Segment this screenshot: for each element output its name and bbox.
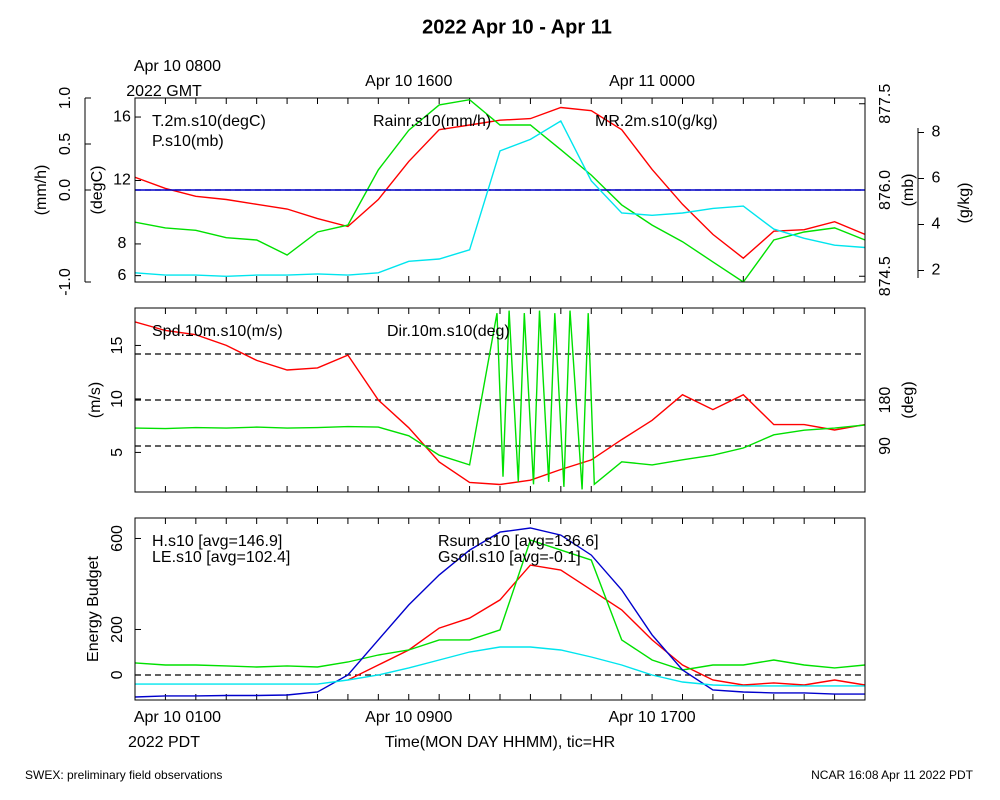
y-tick-label: 15 [109, 336, 126, 354]
top-time-label: Apr 11 0000 [609, 73, 695, 90]
panel-frame [134, 517, 866, 701]
y-tick-label: 8 [932, 124, 941, 141]
legend-label: P.s10(mb) [152, 133, 224, 150]
series-group [135, 98, 865, 282]
data-line [347, 564, 865, 686]
y-tick-label: 6 [932, 170, 941, 187]
legend-label: Gsoil.s10 [avg=-0.1] [438, 549, 581, 566]
data-line [135, 527, 865, 698]
y-tick-label: 1.0 [57, 87, 74, 109]
series-group [135, 310, 865, 490]
y-tick-label: 600 [109, 525, 126, 552]
y-tick-label: 8 [118, 235, 127, 252]
x-tick-label: Apr 10 0100 [134, 709, 221, 726]
y-axis-title: (m/s) [87, 382, 104, 418]
data-line [135, 321, 865, 486]
y-tick-label: 874.5 [877, 256, 894, 296]
y-tick-label: 876.0 [877, 170, 894, 210]
y-tick-label: 2 [932, 262, 941, 279]
x-axis-title: Time(MON DAY HHMM), tic=HR [385, 734, 615, 751]
data-line [135, 98, 865, 282]
y-tick-label: 5 [109, 448, 126, 457]
panel-frame [134, 307, 866, 493]
y-tick-label: 12 [113, 172, 131, 189]
y-tick-label: 877.5 [877, 84, 894, 124]
legend-label: H.s10 [avg=146.9] [152, 533, 282, 550]
legend-label: Rsum.s10 [avg=136.6] [438, 533, 599, 550]
footer-left: SWEX: preliminary field observations [25, 768, 222, 782]
data-line [135, 646, 865, 687]
legend-label: T.2m.s10(degC) [152, 113, 266, 130]
data-line [135, 310, 865, 490]
y-tick-label: 16 [113, 108, 131, 125]
legend-label: Spd.10m.s10(m/s) [152, 323, 283, 340]
y-axis-title: (deg) [900, 381, 917, 418]
legend-label: Dir.10m.s10(deg) [387, 323, 510, 340]
legend-label: LE.s10 [avg=102.4] [152, 549, 290, 566]
x-tick-label: Apr 10 0900 [365, 709, 452, 726]
chart-title: 2022 Apr 10 - Apr 11 [422, 16, 612, 38]
data-line [135, 106, 865, 260]
y-tick-label: 200 [109, 616, 126, 643]
series-group [135, 527, 865, 698]
bottom-year-label: 2022 PDT [128, 734, 200, 751]
data-line [135, 539, 865, 671]
y-axis-title: Energy Budget [85, 556, 102, 662]
data-line [135, 120, 865, 278]
y-tick-label: 0 [109, 670, 126, 679]
footer-right: NCAR 16:08 Apr 11 2022 PDT [811, 768, 974, 782]
y-axis-title: (mm/h) [33, 165, 50, 216]
top-time-label: Apr 10 0800 [134, 58, 221, 75]
legend-label: MR.2m.s10(g/kg) [595, 113, 718, 130]
y-tick-label: 6 [118, 267, 127, 284]
y-tick-label: 180 [877, 387, 894, 414]
top-year-label: 2022 GMT [126, 83, 202, 100]
panel-frame [134, 97, 866, 283]
legend-label: Rainr.s10(mm/h) [373, 113, 491, 130]
y-axis-title: (degC) [89, 166, 106, 215]
y-tick-label: 10 [109, 390, 126, 408]
y-tick-label: 0.5 [57, 133, 74, 155]
y-tick-label: 0.0 [57, 179, 74, 201]
x-tick-label: Apr 10 1700 [608, 709, 695, 726]
y-axis-title: (mb) [900, 174, 917, 207]
top-time-label: Apr 10 1600 [365, 73, 452, 90]
y-tick-label: 90 [877, 437, 894, 455]
y-axis-title: (g/kg) [956, 183, 973, 224]
y-tick-label: 4 [932, 216, 941, 233]
y-tick-label: -1.0 [57, 268, 74, 296]
